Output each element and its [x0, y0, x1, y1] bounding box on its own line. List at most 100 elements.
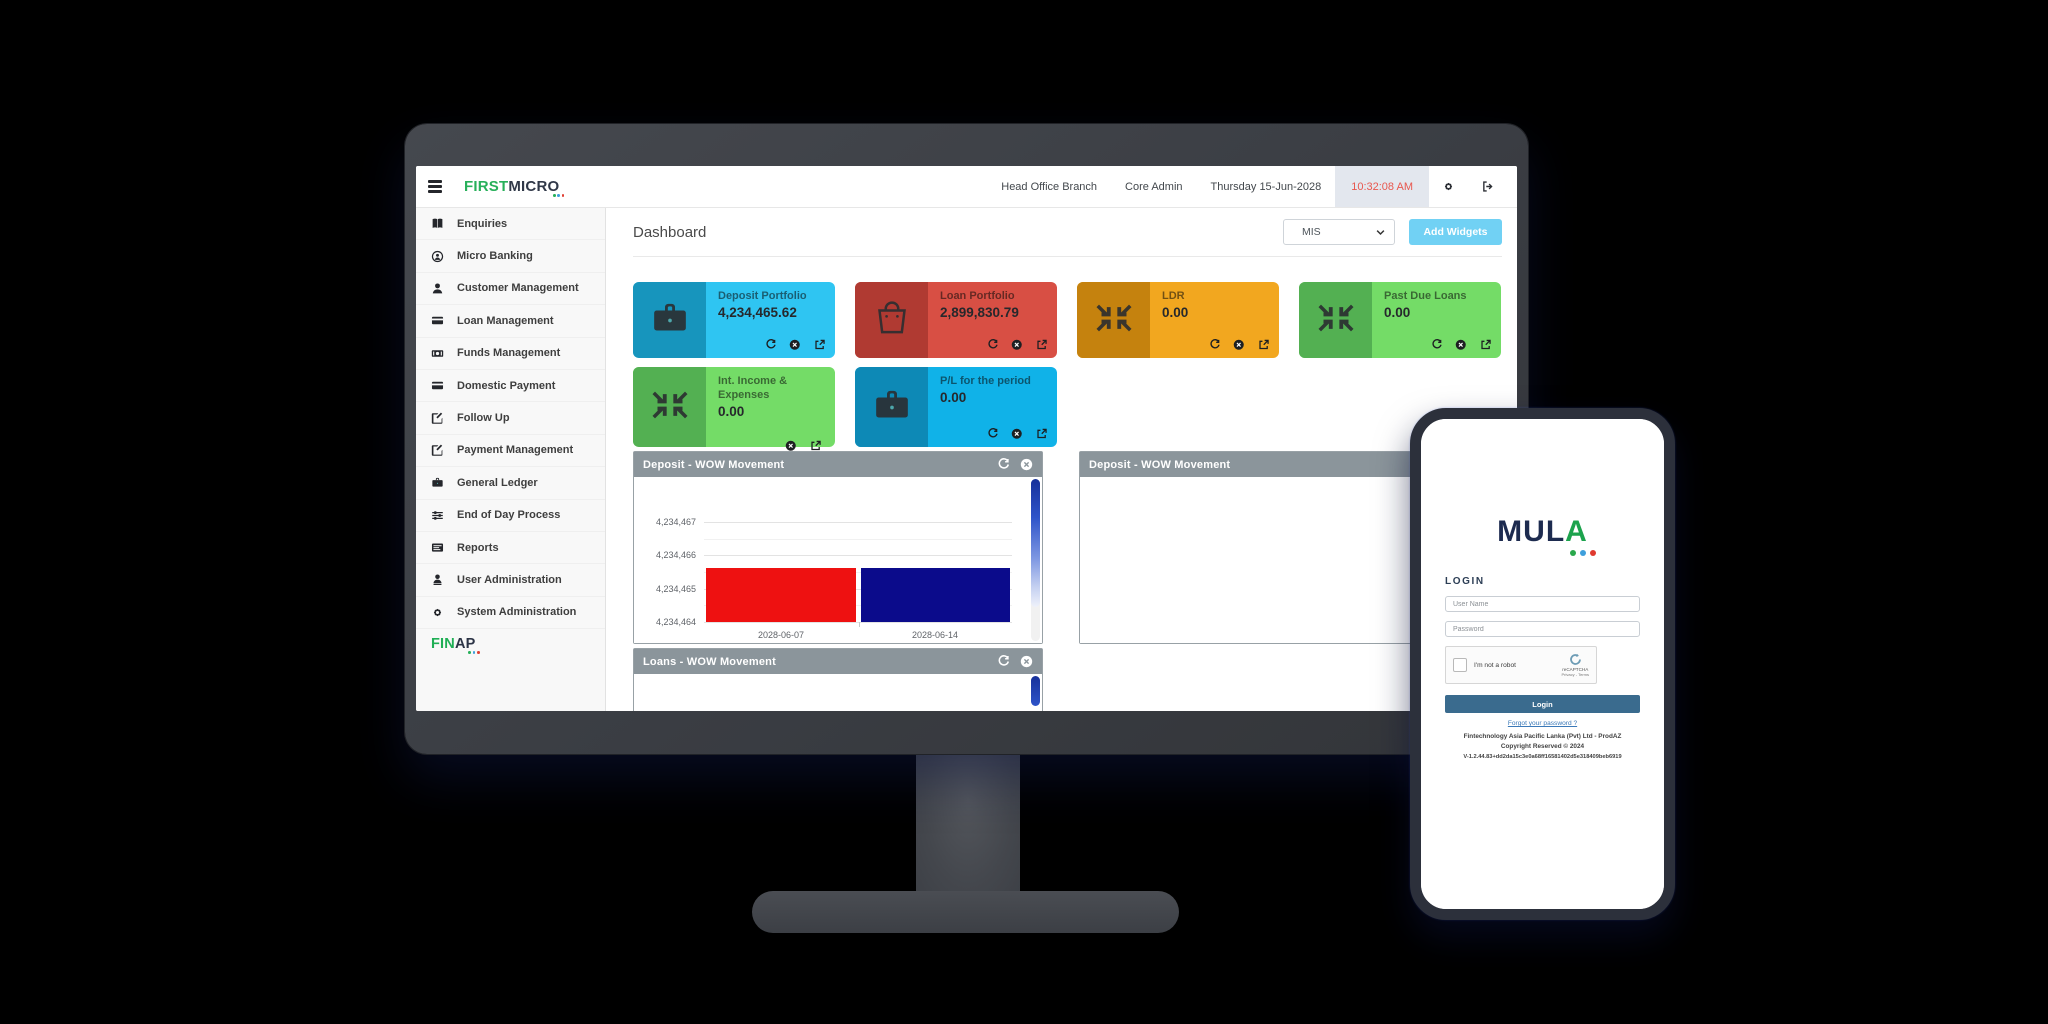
expand-icon[interactable] — [814, 339, 826, 351]
kpi-card-past-due-loans: Past Due Loans 0.00 — [1299, 282, 1501, 358]
expand-icon[interactable] — [1036, 428, 1048, 440]
sidebar-item-label: Domestic Payment — [457, 379, 556, 392]
expand-icon[interactable] — [1036, 339, 1048, 351]
gridline — [704, 522, 1012, 523]
refresh-icon[interactable] — [997, 458, 1010, 471]
user-icon — [431, 573, 444, 586]
login-heading: LOGIN — [1445, 576, 1485, 587]
sidebar-item-system-administration[interactable]: System Administration — [416, 597, 605, 630]
refresh-icon[interactable] — [987, 427, 999, 440]
remove-icon[interactable] — [1011, 339, 1023, 351]
recaptcha-checkbox[interactable] — [1453, 658, 1467, 672]
kpi-card-p-l-for-the-period: P/L for the period 0.00 — [855, 367, 1057, 447]
password-field[interactable] — [1445, 621, 1640, 637]
loans-panel-body — [634, 674, 1042, 711]
username-field[interactable] — [1445, 596, 1640, 612]
sidebar-item-label: Loan Management — [457, 314, 554, 327]
sidebar-item-funds-management[interactable]: Funds Management — [416, 338, 605, 370]
add-widgets-button[interactable]: Add Widgets — [1409, 219, 1502, 245]
edit-square-icon — [431, 444, 444, 457]
card-actions — [785, 440, 821, 455]
kpi-card-deposit-portfolio: Deposit Portfolio 4,234,465.62 — [633, 282, 835, 358]
mula-logo-part2: A — [1565, 515, 1588, 548]
remove-icon[interactable] — [1011, 428, 1023, 440]
recaptcha-links[interactable]: Privacy - Terms — [1561, 672, 1589, 677]
person-icon — [431, 282, 444, 295]
refresh-icon[interactable] — [1209, 338, 1221, 351]
expand-icon[interactable] — [1480, 339, 1492, 351]
signout-icon[interactable] — [1468, 180, 1507, 193]
app-header: FIRSTMICRO Head Office Branch Core Admin… — [416, 166, 1517, 208]
compress-icon — [1094, 298, 1134, 343]
refresh-icon[interactable] — [997, 655, 1010, 668]
sidebar-item-label: Customer Management — [457, 282, 579, 295]
bar-2028-06-14[interactable] — [860, 568, 1010, 622]
hamburger-icon[interactable] — [428, 180, 442, 193]
company-line: Fintechnology Asia Pacific Lanka (Pvt) L… — [1463, 733, 1622, 740]
card-value: 2,899,830.79 — [940, 304, 1019, 320]
book-icon — [431, 217, 444, 230]
sidebar-item-loan-management[interactable]: Loan Management — [416, 305, 605, 338]
login-button[interactable]: Login — [1445, 695, 1640, 713]
forgot-password-link[interactable]: Forgot your password ? — [1507, 720, 1578, 727]
gridline-minor — [704, 605, 1012, 607]
mula-logo-dots — [1461, 550, 1664, 556]
sidebar-item-follow-up[interactable]: Follow Up — [416, 402, 605, 435]
card-value: 0.00 — [940, 389, 967, 405]
gear-icon[interactable] — [1429, 180, 1468, 193]
logo-dots — [553, 194, 565, 197]
version-line: V-1.2.44.83+dd2da15c3e0a68ff16581402d5e3… — [1463, 753, 1622, 760]
header-right: Head Office Branch Core Admin Thursday 1… — [987, 166, 1507, 207]
card-title: Int. Income & Expenses — [718, 375, 788, 401]
finap-logo-dots — [468, 651, 480, 655]
app-logo-part2: MICRO — [508, 178, 560, 195]
sidebar-item-label: Payment Management — [457, 444, 574, 457]
deposit-wow-chart: 4,234,467 4,234,466 4,234,465 4,234,464 2028… — [634, 477, 1042, 643]
credit-card-icon — [431, 314, 444, 327]
recaptcha-icon — [1569, 653, 1581, 665]
remove-icon[interactable] — [1233, 339, 1245, 351]
close-icon[interactable] — [1020, 655, 1033, 668]
refresh-icon[interactable] — [987, 338, 999, 351]
sidebar-item-customer-management[interactable]: Customer Management — [416, 273, 605, 306]
sidebar-item-payment-management[interactable]: Payment Management — [416, 435, 605, 468]
sidebar-item-label: General Ledger — [457, 476, 538, 489]
chart-scrollbar[interactable] — [1031, 479, 1040, 641]
card-icon-panel — [855, 282, 928, 358]
monitor-stand-base — [752, 891, 1179, 933]
sidebar-item-end-of-day-process[interactable]: End of Day Process — [416, 500, 605, 532]
widget-category-select[interactable]: MIS — [1283, 219, 1395, 245]
recaptcha-brand: reCAPTCHA — [1562, 667, 1589, 672]
sidebar-item-enquiries[interactable]: Enquiries — [416, 208, 605, 241]
sidebar-item-reports[interactable]: Reports — [416, 532, 605, 565]
bars-area — [706, 522, 1010, 622]
card-value: 0.00 — [718, 403, 745, 419]
loans-scrollbar[interactable] — [1031, 676, 1040, 710]
recaptcha-brand-block: reCAPTCHA Privacy - Terms — [1562, 653, 1589, 677]
remove-icon[interactable] — [789, 339, 801, 351]
sidebar-item-user-administration[interactable]: User Administration — [416, 564, 605, 597]
sidebar-item-label: User Administration — [457, 573, 562, 586]
shopping-bag-icon — [872, 298, 912, 343]
remove-icon[interactable] — [1455, 339, 1467, 351]
expand-icon[interactable] — [810, 440, 822, 452]
y-axis-tick-label: 4,234,464 — [655, 617, 696, 627]
monitor: FIRSTMICRO Head Office Branch Core Admin… — [405, 124, 1528, 754]
sidebar-item-label: System Administration — [457, 606, 577, 619]
bar-2028-06-07[interactable] — [706, 568, 856, 622]
role-label: Core Admin — [1125, 180, 1183, 193]
sidebar-item-micro-banking[interactable]: Micro Banking — [416, 240, 605, 273]
y-axis-tick-label: 4,234,466 — [655, 550, 696, 561]
expand-icon[interactable] — [1258, 339, 1270, 351]
sliders-icon — [431, 509, 444, 522]
close-icon[interactable] — [1020, 458, 1033, 471]
app-logo: FIRSTMICRO — [464, 178, 565, 197]
refresh-icon[interactable] — [1431, 338, 1443, 351]
card-actions — [1384, 338, 1492, 354]
compress-icon — [1316, 298, 1356, 343]
sidebar-item-general-ledger[interactable]: General Ledger — [416, 467, 605, 500]
refresh-icon[interactable] — [765, 338, 777, 351]
sidebar-item-domestic-payment[interactable]: Domestic Payment — [416, 370, 605, 403]
remove-icon[interactable] — [785, 440, 797, 452]
y-axis-tick-label: 4,234,465 — [655, 583, 696, 594]
